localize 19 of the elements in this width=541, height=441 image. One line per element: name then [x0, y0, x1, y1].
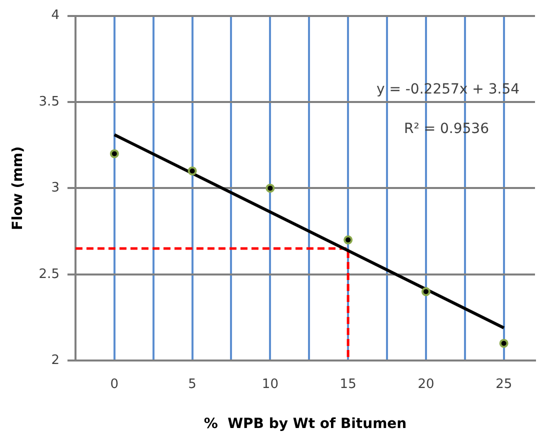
x-tick-label: 25: [496, 376, 512, 392]
x-tick-label: 20: [418, 376, 434, 392]
point: [499, 338, 508, 348]
point: [110, 149, 119, 158]
x-tick-label: 10: [262, 376, 278, 392]
y-tick-label: 3: [51, 180, 60, 196]
point: [421, 287, 430, 296]
x-tick-label: 15: [340, 376, 356, 392]
x-tick-label: 0: [110, 376, 119, 392]
x-tick-label: 5: [188, 376, 196, 392]
point: [266, 184, 275, 193]
x-axis-title: % WPB by Wt of Bitumen: [204, 416, 407, 432]
y-tick-label: 2.5: [38, 266, 60, 282]
y-tick-label: 3.5: [38, 94, 60, 110]
y-tick-label: 2: [51, 352, 60, 368]
y-axis-title: Flow (mm): [10, 146, 26, 230]
y-tick-label: 4: [51, 8, 60, 24]
point: [188, 166, 197, 176]
point: [344, 235, 353, 244]
